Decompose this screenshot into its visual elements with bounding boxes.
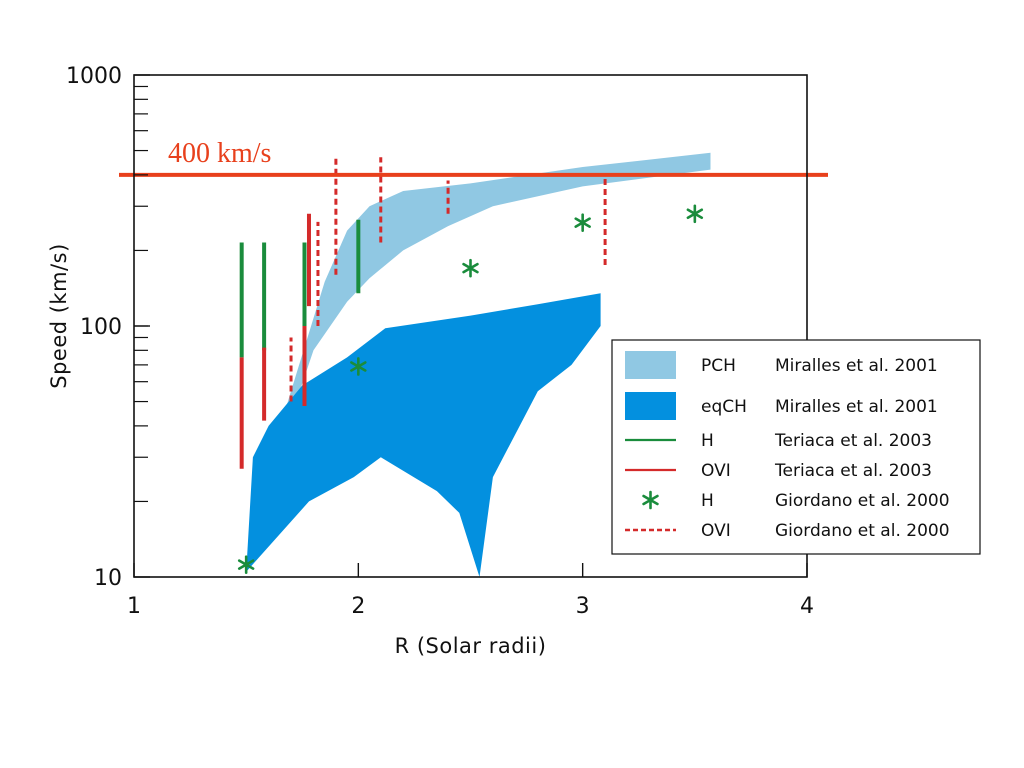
- points-layer: [237, 204, 704, 574]
- y-tick-label-0: 10: [94, 566, 122, 591]
- legend-series-2: H: [701, 431, 714, 451]
- legend-source-3: Teriaca et al. 2003: [774, 461, 932, 481]
- point-star-2-stroke: [462, 262, 479, 274]
- point-star-1-stroke: [350, 361, 367, 372]
- legend-source-1: Miralles et al. 2001: [775, 397, 938, 417]
- legend: PCH Miralles et al. 2001 eqCH Miralles et a…: [611, 339, 981, 555]
- point-star-0-stroke: [237, 559, 255, 570]
- band-pch: [246, 152, 711, 572]
- legend-source-0: Miralles et al. 2001: [775, 356, 938, 376]
- point-star-3-stroke: [574, 217, 591, 228]
- point-star-2: [462, 258, 479, 278]
- reference-line-layer: 400 km/s: [119, 138, 828, 177]
- point-star-0: [237, 555, 255, 574]
- legend-swatch-0: [625, 351, 676, 379]
- legend-source-4: Giordano et al. 2000: [775, 491, 950, 511]
- y-axis-label: Speed (km/s): [47, 243, 71, 389]
- legend-swatch-4-stroke: [642, 494, 659, 506]
- bands-layer: [246, 152, 711, 577]
- legend-series-5: OVI: [701, 521, 731, 541]
- legend-series-0: PCH: [701, 356, 736, 376]
- point-star-4: [686, 204, 704, 224]
- legend-swatch-1: [625, 392, 676, 420]
- point-star-1: [350, 357, 367, 376]
- x-tick-label-2: 3: [576, 594, 590, 619]
- legend-source-5: Giordano et al. 2000: [775, 521, 950, 541]
- legend-series-1: eqCH: [701, 397, 747, 417]
- legend-series-3: OVI: [701, 461, 731, 481]
- legend-source-2: Teriaca et al. 2003: [774, 431, 932, 451]
- legend-series-4: H: [701, 491, 714, 511]
- axes-layer: 10 100 1000 1 2 3 4 R (Solar radii) Speed (km/s): [47, 64, 814, 658]
- x-tick-label-1: 2: [351, 594, 365, 619]
- x-axis-label: R (Solar radii): [395, 634, 547, 658]
- band-eqch: [246, 293, 601, 577]
- point-star-3: [574, 213, 591, 232]
- reference-line-label: 400 km/s: [168, 138, 271, 169]
- point-star-4-stroke: [686, 208, 704, 220]
- x-tick-label-0: 1: [127, 594, 141, 619]
- legend-swatch-4: [642, 490, 659, 510]
- y-tick-label-2: 1000: [66, 64, 122, 89]
- x-tick-label-3: 4: [800, 594, 814, 619]
- errorbars-layer: [239, 155, 607, 469]
- y-tick-label-1: 100: [80, 315, 122, 340]
